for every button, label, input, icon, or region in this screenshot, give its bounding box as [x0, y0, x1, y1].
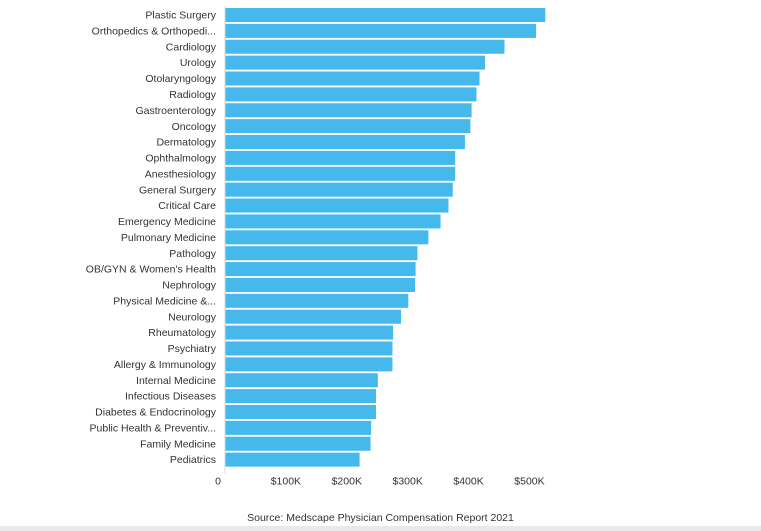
bottom-band [0, 526, 761, 531]
category-label: Family Medicine [140, 438, 216, 450]
category-label: Allergy & Immunology [114, 359, 217, 371]
x-tick-label: $400K [453, 476, 483, 488]
category-label: Diabetes & Endocrinology [95, 407, 217, 419]
x-tick-label: $300K [392, 476, 422, 488]
bar [225, 452, 360, 467]
bar [225, 436, 371, 451]
category-label: General Surgery [139, 184, 217, 196]
bar [225, 293, 409, 308]
category-label: Anesthesiology [145, 168, 217, 180]
bar [225, 325, 394, 340]
bar [225, 150, 456, 165]
x-tick-label: $100K [271, 476, 301, 488]
category-label: OB/GYN & Women's Health [86, 264, 216, 276]
category-label: Otolaryngology [145, 73, 216, 85]
bar [225, 166, 456, 181]
bar [225, 214, 441, 229]
category-label: Public Health & Preventiv... [90, 422, 216, 434]
bars-group [225, 8, 546, 467]
bar [225, 373, 378, 388]
category-label: Infectious Diseases [125, 391, 216, 403]
bar [225, 262, 416, 277]
bar [225, 55, 486, 70]
category-label: Plastic Surgery [145, 10, 216, 22]
x-tick-label: $500K [514, 476, 544, 488]
bar [225, 389, 377, 404]
bar [225, 309, 401, 324]
bar [225, 230, 429, 245]
bar [225, 182, 453, 197]
bar [225, 135, 465, 150]
category-label: Pathology [169, 248, 216, 260]
category-label: Psychiatry [168, 343, 217, 355]
category-label: Gastroenterology [135, 105, 216, 117]
category-label: Ophthalmology [145, 153, 216, 165]
category-label: Pediatrics [170, 454, 216, 466]
category-label: Neurology [168, 311, 217, 323]
category-label: Cardiology [166, 41, 217, 53]
category-label: Pulmonary Medicine [121, 232, 216, 244]
category-label: Orthopedics & Orthopedi... [92, 25, 216, 37]
bar [225, 39, 505, 54]
bar [225, 87, 477, 102]
bar [225, 198, 449, 213]
category-label: Rheumatology [148, 327, 216, 339]
bar [225, 103, 472, 118]
bar [225, 405, 377, 419]
x-tick-label: $200K [332, 476, 362, 488]
bar [225, 341, 393, 356]
bar [225, 119, 471, 134]
category-label: Oncology [172, 121, 217, 133]
bar [225, 71, 480, 86]
category-label: Emergency Medicine [118, 216, 216, 228]
category-label: Critical Care [158, 200, 216, 212]
bar [225, 357, 393, 372]
category-labels-group: Plastic Surgery Orthopedics & Orthopedi..… [86, 10, 217, 467]
category-label: Nephrology [162, 280, 216, 292]
category-label: Radiology [169, 89, 216, 101]
bar [225, 246, 418, 261]
bar [225, 277, 415, 292]
x-tick-label: 0 [215, 476, 221, 488]
source-note: Source: Medscape Physician Compensation … [247, 512, 514, 524]
category-label: Physical Medicine &... [113, 295, 216, 307]
category-label: Internal Medicine [136, 375, 216, 387]
category-label: Dermatology [156, 137, 216, 149]
bar [225, 8, 546, 22]
category-label: Urology [180, 57, 217, 69]
bar [225, 23, 537, 38]
bar [225, 420, 372, 435]
x-tick-labels-group: 0 $100K $200K $300K $400K $500K [215, 476, 544, 488]
